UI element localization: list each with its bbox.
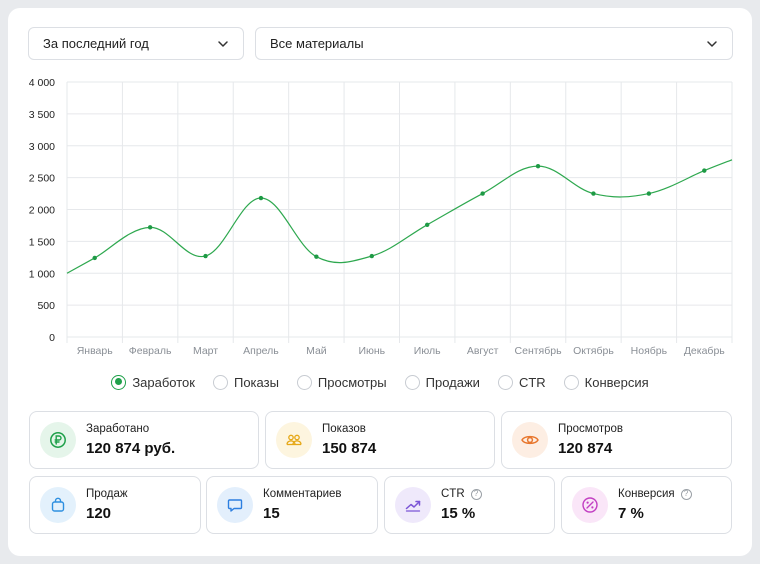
stat-card-sales: Продаж 120	[29, 476, 201, 534]
data-point[interactable]	[646, 191, 652, 196]
stat-label: Продаж	[86, 488, 128, 500]
stat-value: 7 %	[618, 505, 644, 522]
people-icon	[276, 422, 312, 458]
stat-card-ctr: CTR ? 15 %	[384, 476, 555, 534]
bag-icon	[40, 487, 76, 523]
legend-label: Конверсия	[584, 374, 649, 390]
chevron-down-icon	[707, 40, 717, 47]
materials-select-value: Все материалы	[270, 36, 364, 51]
stat-value: 150 874	[322, 440, 377, 457]
x-tick-label: Декабрь	[684, 345, 725, 357]
chevron-down-icon	[218, 40, 228, 47]
y-tick-label: 0	[49, 332, 55, 344]
stat-value: 120 874 руб.	[86, 440, 176, 457]
y-tick-label: 500	[37, 300, 55, 312]
x-tick-label: Апрель	[243, 345, 279, 357]
x-tick-label: Март	[193, 345, 218, 357]
y-tick-label: 2 000	[29, 205, 55, 217]
stat-value: 120 874	[558, 440, 613, 457]
legend-item-ctr[interactable]: CTR	[497, 374, 546, 390]
radio-sales[interactable]	[404, 374, 420, 390]
comment-icon	[217, 487, 253, 523]
stat-label: CTR	[441, 488, 465, 500]
legend-item-earnings[interactable]: Заработок	[111, 374, 195, 390]
percent-icon	[572, 487, 608, 523]
y-tick-label: 1 000	[29, 268, 55, 280]
y-tick-label: 4 000	[29, 77, 55, 89]
period-select-value: За последний год	[43, 36, 149, 51]
earnings-chart: 0 500 1 000 1 500 2 000 2 500 3 000 3 500 4 000 Я…	[8, 8, 752, 368]
stat-label-row: CTR ?	[441, 488, 482, 500]
legend-label: Продажи	[425, 374, 480, 390]
data-point[interactable]	[535, 163, 541, 169]
stats-panel: За последний год Все материалы 0 500 1 000…	[8, 8, 752, 556]
y-tick-label: 3 000	[29, 141, 55, 153]
stat-label: Просмотров	[558, 423, 624, 435]
x-tick-label: Май	[306, 345, 327, 357]
period-select[interactable]: За последний год	[28, 27, 244, 60]
stat-value: 120	[86, 505, 112, 522]
data-point[interactable]	[314, 254, 319, 259]
data-point[interactable]	[369, 253, 374, 259]
stat-label: Заработано	[86, 423, 150, 435]
stat-label-row: Конверсия ?	[618, 488, 692, 500]
radio-conversion[interactable]	[563, 374, 579, 390]
data-point[interactable]	[702, 168, 707, 173]
ruble-icon	[40, 422, 76, 458]
stat-label: Показов	[322, 423, 366, 435]
series-line-earnings	[66, 159, 733, 274]
x-tick-label: Июль	[414, 345, 441, 357]
legend-label: Просмотры	[317, 374, 387, 390]
x-tick-label: Июнь	[358, 345, 385, 357]
chart-canvas: 0 500 1 000 1 500 2 000 2 500 3 000 3 500 4 000 Я…	[29, 77, 733, 357]
stat-card-impressions: Показов 150 874	[265, 411, 495, 469]
help-icon[interactable]: ?	[470, 488, 482, 500]
stat-value: 15	[263, 505, 280, 522]
stat-label: Комментариев	[263, 488, 342, 500]
x-tick-label: Февраль	[129, 345, 172, 357]
data-point[interactable]	[147, 225, 153, 230]
y-tick-label: 2 500	[29, 173, 55, 185]
help-icon[interactable]: ?	[680, 488, 692, 500]
eye-icon	[512, 422, 548, 458]
legend-label: Показы	[233, 374, 279, 390]
x-tick-label: Ноябрь	[631, 345, 668, 357]
data-point[interactable]	[480, 191, 485, 196]
x-tick-label: Октябрь	[573, 345, 614, 357]
materials-select[interactable]: Все материалы	[255, 27, 733, 60]
legend-item-conversion[interactable]: Конверсия	[563, 374, 649, 390]
stat-card-conversion: Конверсия ? 7 %	[561, 476, 732, 534]
chart-legend: Заработок Показы Просмотры Продажи CTR К…	[8, 372, 752, 392]
data-point[interactable]	[203, 253, 208, 259]
data-point[interactable]	[591, 191, 596, 196]
x-tick-label: Сентябрь	[515, 345, 563, 357]
stat-card-comments: Комментариев 15	[206, 476, 378, 534]
legend-item-views[interactable]: Просмотры	[296, 374, 387, 390]
stat-card-earned: Заработано 120 874 руб.	[29, 411, 259, 469]
trend-icon	[395, 487, 431, 523]
y-tick-label: 3 500	[29, 109, 55, 121]
legend-label: Заработок	[132, 374, 195, 390]
radio-impressions[interactable]	[212, 374, 228, 390]
legend-item-sales[interactable]: Продажи	[404, 374, 480, 390]
data-point[interactable]	[425, 222, 430, 227]
data-point[interactable]	[258, 195, 264, 201]
x-tick-label: Январь	[77, 345, 114, 357]
x-tick-label: Август	[467, 345, 499, 357]
legend-item-impressions[interactable]: Показы	[212, 374, 279, 390]
y-tick-label: 1 500	[29, 236, 55, 248]
radio-ctr[interactable]	[497, 374, 513, 390]
radio-earnings[interactable]	[111, 374, 127, 390]
radio-views[interactable]	[296, 374, 312, 390]
legend-label: CTR	[518, 374, 546, 390]
stat-label: Конверсия	[618, 488, 675, 500]
stat-card-views: Просмотров 120 874	[501, 411, 732, 469]
stat-value: 15 %	[441, 505, 476, 522]
data-point[interactable]	[92, 255, 97, 261]
